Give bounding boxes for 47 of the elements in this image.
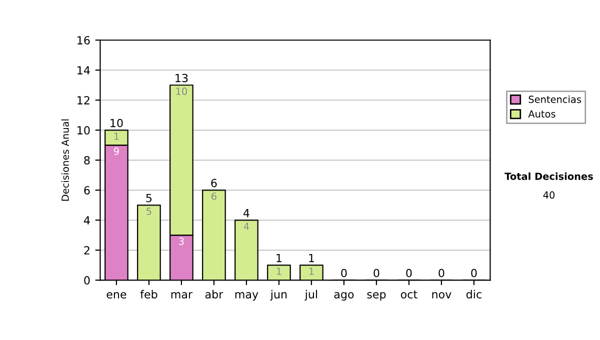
total-label: 6 — [211, 178, 217, 188]
data-label: 1 — [114, 132, 119, 140]
x-tick-label: jul — [304, 290, 318, 301]
data-label: 10 — [176, 88, 187, 95]
total-label: 4 — [243, 208, 250, 218]
data-label: 1 — [309, 268, 314, 275]
total-label: 1 — [309, 254, 314, 262]
data-label: 3 — [179, 238, 184, 245]
data-label: 1 — [276, 268, 282, 275]
y-tick-label: 6 — [84, 186, 90, 195]
x-tick-label: sep — [367, 292, 386, 301]
x-tick-label: mar — [171, 292, 193, 298]
total-label: 5 — [146, 194, 152, 202]
y-tick-label: 2 — [84, 246, 90, 254]
text: Total Decisiones — [504, 172, 593, 180]
data-label: 6 — [212, 192, 216, 200]
x-tick-label: oct — [400, 290, 418, 298]
legend-label: Sentencias — [528, 95, 582, 104]
x-tick-label: ago — [334, 292, 354, 301]
x-tick-label: may — [235, 292, 258, 301]
y-tick-label: 12 — [78, 96, 90, 104]
x-tick-label: ene — [106, 292, 126, 298]
total-label: 0 — [374, 268, 380, 278]
total-label: 0 — [341, 268, 347, 278]
y-axis-title: Decisiones Anual — [61, 119, 69, 201]
legend-label: Autos — [528, 110, 556, 118]
total-label: 0 — [471, 268, 477, 278]
y-tick-label: 0 — [84, 276, 90, 285]
data-label: 5 — [146, 208, 152, 215]
x-tick-label: dic — [466, 290, 482, 298]
text: 40 — [543, 191, 555, 199]
total-label: 0 — [438, 268, 444, 278]
total-label: 0 — [406, 268, 412, 278]
y-tick-label: 8 — [84, 156, 90, 165]
y-tick-label: 4 — [84, 216, 90, 224]
x-tick-label: nov — [432, 292, 452, 298]
y-tick-label: 10 — [78, 126, 90, 135]
total-label: 13 — [176, 74, 188, 82]
x-tick-label: abr — [205, 290, 224, 298]
total-label: 1 — [276, 254, 282, 262]
y-tick-label: 16 — [78, 36, 90, 44]
y-tick-label: 14 — [78, 66, 90, 74]
x-tick-label: feb — [140, 290, 158, 298]
x-tick-label: jun — [270, 290, 287, 301]
total-label: 10 — [110, 118, 123, 128]
data-label: 9 — [114, 148, 119, 155]
data-label: 4 — [244, 222, 249, 230]
